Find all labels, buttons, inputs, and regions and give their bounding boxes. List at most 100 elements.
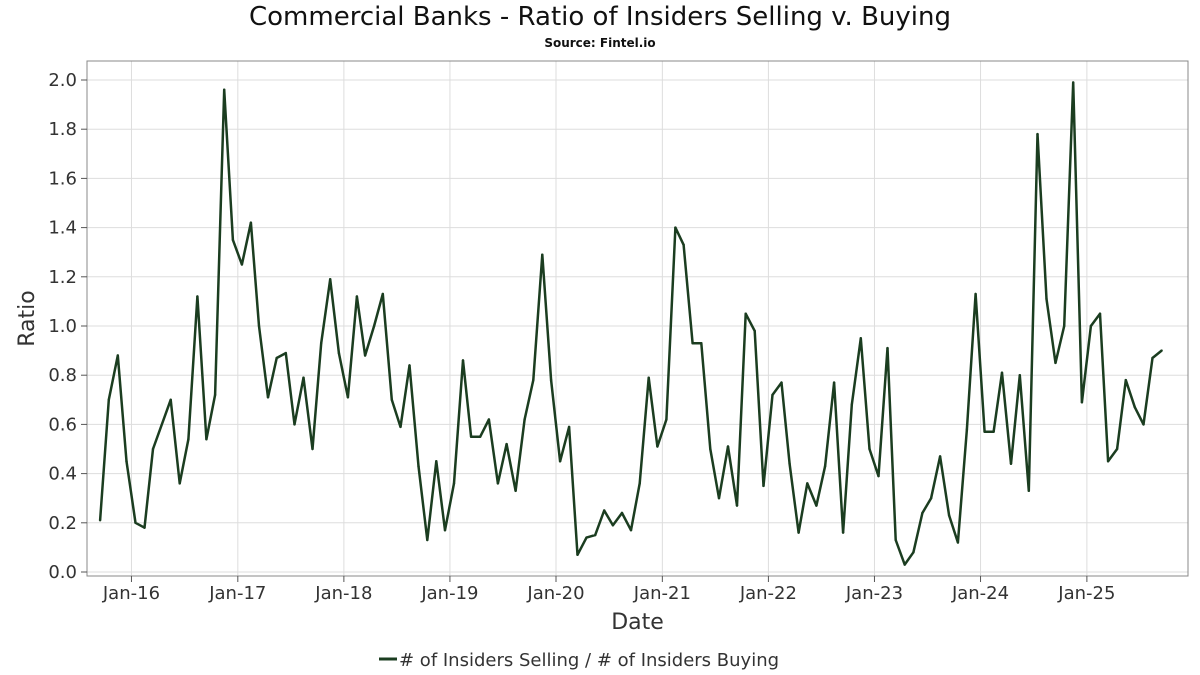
x-axis-label: Date [611, 610, 664, 635]
data-point [717, 497, 721, 500]
y-tick-label: 1.0 [48, 316, 77, 337]
x-tick-label: Jan-19 [420, 583, 478, 604]
data-point [912, 551, 915, 554]
y-tick-label: 1.8 [48, 119, 77, 140]
x-tick-label: Jan-24 [951, 583, 1009, 604]
data-point [603, 509, 606, 512]
data-point [894, 538, 897, 542]
data-point [788, 462, 791, 465]
data-point [151, 447, 155, 451]
data-point [762, 484, 765, 488]
data-point [496, 482, 500, 485]
x-tick-label: Jan-17 [208, 583, 266, 604]
data-point [815, 504, 818, 507]
data-point [647, 376, 650, 379]
data-point [1027, 489, 1031, 492]
data-point [134, 521, 137, 524]
data-point [1089, 324, 1093, 328]
data-point [1036, 132, 1039, 136]
data-point [780, 381, 783, 384]
data-point [1106, 460, 1110, 463]
data-point [116, 354, 120, 357]
y-tick-label: 0.0 [48, 562, 77, 583]
y-tick-label: 2.0 [48, 70, 77, 91]
data-point [337, 351, 341, 355]
series-layer [98, 81, 1163, 566]
data-point [726, 445, 730, 448]
data-point [443, 529, 447, 532]
data-point [426, 538, 429, 542]
data-point [469, 435, 473, 438]
data-point [983, 430, 986, 433]
data-point [355, 295, 359, 298]
data-point [1142, 423, 1145, 426]
data-point [567, 425, 571, 429]
data-point [1160, 349, 1163, 352]
data-point [691, 342, 694, 345]
data-point [629, 529, 633, 532]
data-point [532, 378, 535, 382]
x-tick-label: Jan-22 [739, 583, 797, 604]
data-point [249, 221, 253, 224]
data-point [311, 447, 314, 451]
data-point [549, 378, 553, 382]
legend[interactable]: # of Insiders Selling / # of Insiders Bu… [379, 650, 779, 671]
data-point [1072, 81, 1075, 84]
data-point [372, 324, 376, 328]
data-point [877, 474, 880, 478]
data-point [363, 354, 367, 357]
data-point [266, 396, 270, 399]
data-point [859, 337, 862, 340]
y-tick-label: 1.6 [48, 168, 77, 189]
y-axis-label: Ratio [15, 290, 40, 346]
data-point [390, 398, 393, 401]
data-point [974, 292, 977, 296]
data-point [213, 393, 217, 397]
data-point [656, 445, 659, 448]
data-point [1124, 378, 1128, 382]
data-point [125, 460, 128, 463]
data-point [841, 531, 845, 534]
data-point [965, 428, 969, 431]
data-point [1133, 406, 1137, 409]
grid-lines [87, 61, 1188, 576]
data-point [1115, 447, 1119, 451]
data-point [514, 489, 517, 492]
data-point [346, 396, 350, 399]
data-point [921, 511, 924, 515]
y-tick-label: 1.4 [48, 218, 77, 239]
data-point [541, 253, 544, 256]
y-tick-label: 0.6 [48, 414, 77, 435]
data-point [293, 423, 296, 426]
data-point [1054, 361, 1057, 365]
data-point [576, 553, 579, 556]
data-point [329, 278, 332, 281]
data-point [320, 342, 323, 345]
data-point [275, 356, 278, 360]
data-point [381, 292, 384, 296]
data-point [1018, 374, 1021, 377]
data-point [205, 438, 208, 441]
data-point [523, 418, 526, 421]
data-point [594, 533, 597, 537]
data-point [1009, 462, 1013, 465]
data-point [169, 398, 172, 401]
data-point [1063, 324, 1066, 328]
x-tick-label: Jan-21 [633, 583, 691, 604]
data-point [771, 393, 774, 397]
data-point [107, 398, 111, 401]
data-point [868, 447, 871, 451]
y-tick-label: 0.8 [48, 365, 77, 386]
data-point [399, 425, 402, 429]
data-point [682, 243, 685, 246]
y-axis: 0.0 0.2 0.4 0.6 0.8 1.0 1.2 1.4 1.6 1.8 2.0 [48, 70, 87, 583]
data-point [487, 418, 491, 421]
x-axis: Jan-16 Jan-17 Jan-18 Jan-19 Jan-20 Jan-21 Jan-… [102, 576, 1115, 604]
data-point [753, 329, 756, 333]
data-point [417, 465, 420, 468]
data-point [1000, 371, 1004, 374]
data-point [408, 364, 411, 367]
data-point [178, 482, 181, 485]
legend-label: # of Insiders Selling / # of Insiders Bu… [399, 650, 779, 671]
